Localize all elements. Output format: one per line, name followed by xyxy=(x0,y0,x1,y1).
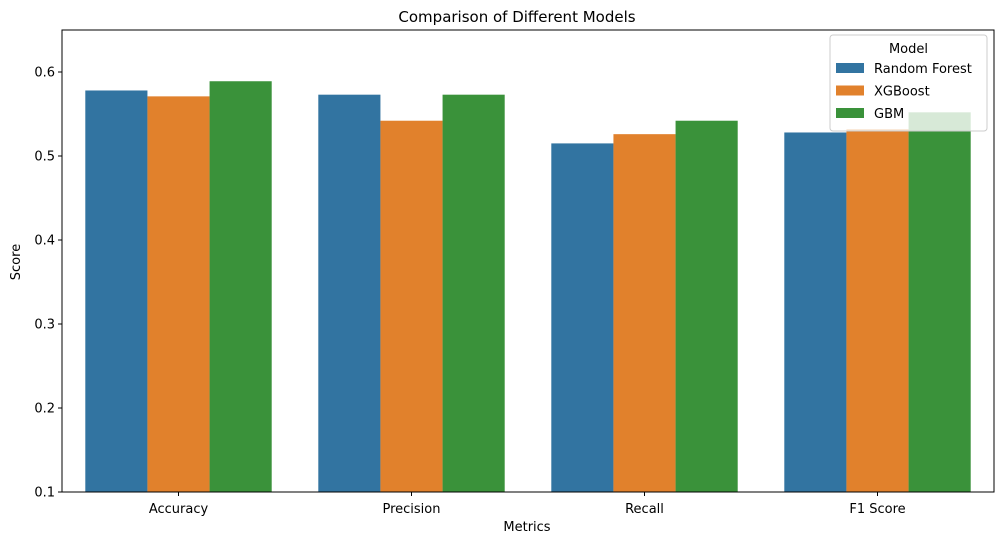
bar-gbm-recall xyxy=(675,120,738,492)
bar-random-forest-accuracy xyxy=(85,90,148,492)
bar-xgboost-accuracy xyxy=(147,96,210,493)
bar-random-forest-recall xyxy=(551,143,614,492)
y-axis-label: Score xyxy=(9,244,24,280)
x-tick-label: Accuracy xyxy=(149,502,209,517)
bar-gbm-accuracy xyxy=(209,81,272,493)
legend: Model Random Forest XGBoost GBM xyxy=(829,34,988,132)
x-tick-label: Precision xyxy=(382,502,440,517)
legend-label: GBM xyxy=(874,107,904,122)
y-tick-label: 0.2 xyxy=(34,402,55,417)
bar-gbm-precision xyxy=(442,94,505,493)
legend-swatch xyxy=(836,63,864,73)
legend-box xyxy=(829,34,988,132)
legend-swatch xyxy=(836,85,864,96)
bar-xgboost-recall xyxy=(613,134,676,492)
bar-xgboost-precision xyxy=(380,120,443,492)
bar-random-forest-precision xyxy=(318,94,381,493)
y-tick-label: 0.1 xyxy=(34,486,55,501)
axes-layer xyxy=(61,29,995,493)
legend-swatch xyxy=(836,108,864,118)
x-axis-label: Metrics xyxy=(503,520,550,535)
plot-frame xyxy=(61,29,995,493)
y-tick-label: 0.3 xyxy=(34,318,55,333)
bar-random-forest-f1-score xyxy=(784,132,847,493)
y-tick-label: 0.6 xyxy=(34,66,55,81)
bar-gbm-f1-score xyxy=(908,112,971,492)
x-tick-label: F1 Score xyxy=(849,502,905,517)
legend-label: XGBoost xyxy=(874,85,930,100)
chart-title: Comparison of Different Models xyxy=(398,8,635,26)
y-tick-label: 0.4 xyxy=(34,234,55,249)
y-tick-label: 0.5 xyxy=(34,150,55,165)
bars-layer xyxy=(85,81,971,493)
ticks-layer: Accuracy Precision Recall F1 Score 0.1 0.2 0.3… xyxy=(34,66,905,518)
legend-title: Model xyxy=(889,42,928,57)
x-tick-label: Recall xyxy=(625,502,664,517)
legend-label: Random Forest xyxy=(874,62,972,77)
bar-xgboost-f1-score xyxy=(846,129,909,492)
